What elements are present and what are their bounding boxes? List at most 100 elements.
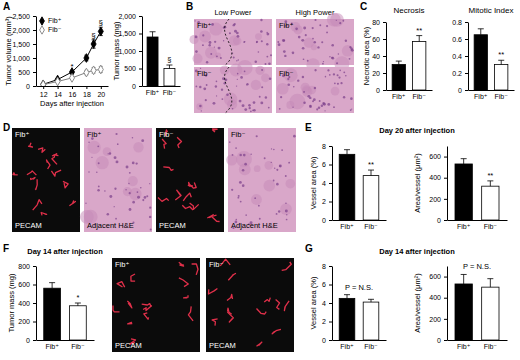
nucleus	[314, 19, 316, 21]
nucleus	[109, 152, 111, 154]
nucleus	[216, 55, 218, 57]
nucleus	[276, 169, 278, 171]
tick-mark	[139, 86, 142, 87]
tick: 0	[26, 337, 36, 344]
tick-label: Fib⁺	[457, 223, 471, 230]
axis-line	[36, 267, 37, 341]
tissue-patch	[215, 53, 221, 59]
error-bar	[150, 32, 156, 37]
series-line	[43, 31, 101, 84]
nucleus	[235, 147, 237, 149]
vessel-stain	[131, 274, 135, 281]
tick-label: 20	[372, 70, 380, 77]
error-bar	[368, 299, 374, 302]
tick-mark	[383, 73, 386, 74]
nucleus	[233, 24, 235, 26]
tick-mark	[72, 86, 73, 89]
tissue-patch	[96, 156, 109, 169]
tick-mark	[329, 340, 332, 341]
vessel-stain	[284, 301, 289, 311]
nucleus	[141, 139, 144, 142]
nucleus	[303, 58, 305, 60]
nucleus	[243, 154, 246, 157]
tick-mark	[33, 303, 36, 304]
micrograph-label: Fib⁻	[231, 130, 245, 139]
tick-label: 0	[322, 217, 326, 224]
nucleus	[274, 168, 275, 169]
tick-mark	[465, 73, 468, 74]
tick-label: 6	[322, 161, 326, 168]
tick-mark	[444, 319, 447, 320]
nucleus	[237, 79, 238, 80]
tick: 14	[54, 86, 62, 98]
nucleus	[255, 60, 258, 63]
micrograph-label: Fib⁺	[197, 21, 211, 30]
nucleus	[194, 20, 195, 21]
tick: 8	[322, 143, 332, 150]
marker	[91, 40, 96, 49]
tick-label: 14	[54, 91, 62, 98]
bar-chart: 020406080Fib⁺Fib⁻**NecrosisNecrotic area…	[362, 6, 433, 100]
vessel-stain	[162, 139, 166, 149]
tick: Fib⁺	[392, 90, 406, 100]
tissue-patch	[103, 147, 112, 156]
x-axis: Fib⁺Fib⁻	[387, 90, 433, 100]
nucleus	[278, 210, 280, 212]
x-axis: Fib⁺Fib⁻	[333, 340, 387, 350]
nucleus	[321, 41, 323, 43]
vessel-stain	[38, 148, 45, 152]
axis-line	[142, 17, 143, 87]
nucleus	[239, 181, 242, 184]
tick-mark	[329, 146, 332, 147]
nucleus	[334, 82, 336, 84]
panel-heading: Day 20 after injection	[379, 126, 455, 135]
tick: 2,500	[12, 13, 36, 20]
tick-label: 2	[322, 318, 326, 325]
bar	[413, 42, 426, 90]
nucleus	[150, 229, 152, 231]
tick-label: 0	[26, 337, 30, 344]
nucleus	[107, 153, 108, 154]
tick: 6	[322, 161, 332, 168]
micrograph-label: PECAM	[159, 221, 186, 230]
axis-line	[468, 23, 469, 91]
error-bar	[92, 40, 96, 48]
nucleus	[244, 108, 247, 111]
vessel-stain	[189, 183, 197, 189]
tick: 20	[372, 70, 386, 77]
nucleus	[342, 20, 344, 22]
tick: Fib⁻	[484, 220, 498, 230]
vessel-stain	[41, 213, 46, 216]
plot-area	[455, 159, 499, 220]
nucleus	[349, 46, 351, 48]
tissue-patch	[265, 161, 274, 170]
tick: 400	[18, 300, 36, 307]
tissue-patch	[226, 154, 237, 165]
nucleus	[326, 25, 328, 27]
nucleus	[259, 96, 261, 98]
error-bar	[478, 29, 484, 35]
nucleus	[114, 156, 117, 159]
tick-label: 60	[372, 36, 380, 43]
legend-marker	[40, 26, 45, 34]
x-axis: Fib⁺Fib⁻	[333, 220, 387, 230]
tick: Fib⁻	[71, 340, 85, 350]
nucleus	[322, 102, 325, 105]
nucleus	[238, 195, 240, 197]
nucleus	[238, 59, 239, 60]
micrograph-label: Adjacent H&E	[87, 221, 134, 230]
tick: 200	[429, 316, 447, 323]
bar	[474, 35, 487, 90]
tick: 4	[322, 300, 332, 307]
nucleus	[195, 36, 198, 39]
vessel-stain	[212, 319, 218, 326]
tick-mark	[86, 86, 87, 89]
tick-mark	[139, 51, 142, 52]
micrograph-label: Fib⁺	[279, 21, 293, 30]
tissue-patch	[301, 83, 310, 92]
tick: 12	[40, 86, 48, 98]
vessel-stain	[282, 262, 292, 270]
bar	[363, 176, 379, 220]
tick-label: 0	[376, 87, 380, 94]
tick: Fib⁻	[163, 86, 177, 96]
